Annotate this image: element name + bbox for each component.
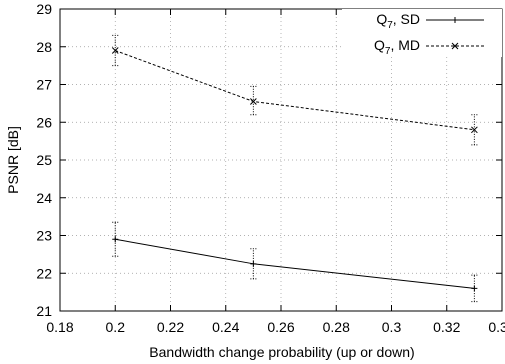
y-axis-label: PSNR [dB]	[5, 126, 21, 194]
tick-labels: 0.18 0.2 0.22 0.24 0.26 0.28 0.3 0.32 0.34 21 22 23…	[36, 1, 505, 335]
x-axis-label: Bandwidth change probability (up or down…	[149, 344, 414, 360]
y-tick-label: 22	[36, 265, 52, 281]
y-tick-label: 29	[36, 1, 52, 17]
data-point	[250, 260, 257, 267]
legend-label-md: Q7, MD	[374, 37, 420, 57]
error-bar	[250, 85, 257, 116]
error-bar	[112, 221, 119, 257]
series-line-1	[115, 50, 475, 131]
y-tick-label: 28	[36, 39, 52, 55]
y-tick-label: 27	[36, 77, 52, 93]
y-tick-label: 26	[36, 114, 52, 130]
y-tick-label: 24	[36, 190, 52, 206]
y-tick-label: 25	[36, 152, 52, 168]
data-point	[471, 126, 478, 134]
x-tick-label: 0.26	[267, 319, 294, 335]
error-bars	[112, 34, 478, 303]
y-tick-label: 23	[36, 228, 52, 244]
data-point	[471, 285, 478, 292]
x-tick-label: 0.2	[106, 319, 126, 335]
data-point	[112, 236, 119, 243]
legend-label-sd: Q7, SD	[376, 11, 420, 31]
x-tick-label: 0.34	[488, 319, 505, 335]
legend-mask	[342, 9, 502, 57]
y-tick-label: 21	[36, 303, 52, 319]
data-point	[111, 47, 119, 54]
x-tick-label: 0.18	[46, 319, 73, 335]
plot-border	[59, 8, 503, 312]
x-tick-label: 0.32	[433, 319, 460, 335]
legend-marker-md	[451, 42, 459, 50]
x-tick-label: 0.22	[157, 319, 184, 335]
x-tick-label: 0.3	[382, 319, 402, 335]
legend-marker-sd	[452, 17, 458, 23]
legend: Q7, SD Q7, MD	[342, 9, 502, 57]
series-line-0	[115, 238, 475, 289]
data-point	[250, 98, 257, 105]
series-lines	[111, 47, 478, 292]
x-tick-label: 0.28	[323, 319, 350, 335]
x-tick-label: 0.24	[212, 319, 239, 335]
